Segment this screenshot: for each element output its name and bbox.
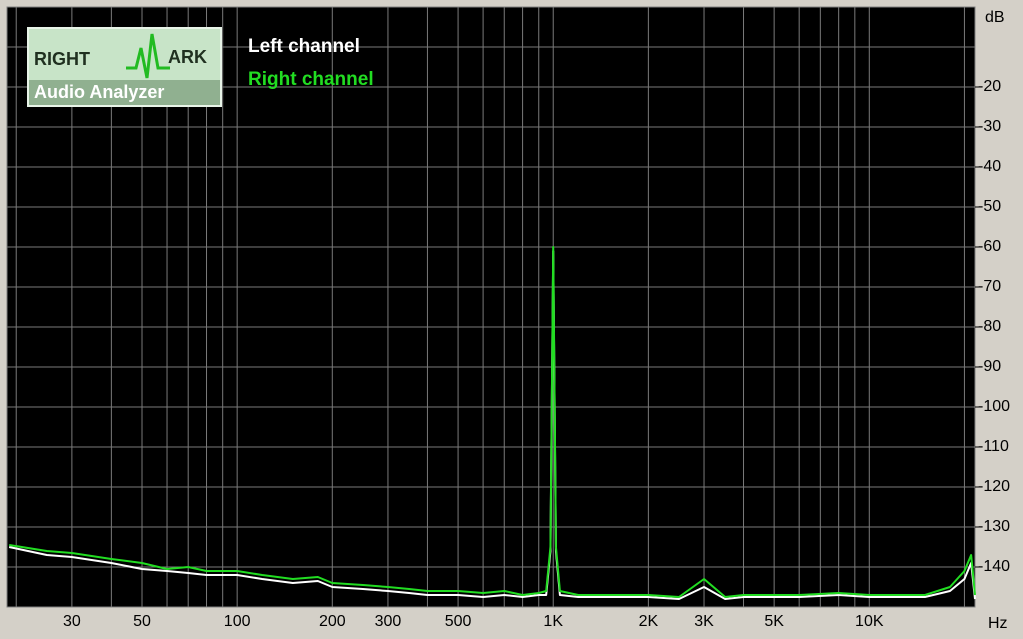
x-tick-label: 3K bbox=[694, 613, 714, 630]
logo-subtext: Audio Analyzer bbox=[34, 82, 164, 102]
y-tick-label: -20 bbox=[978, 78, 1001, 95]
x-tick-label: 10K bbox=[855, 613, 884, 630]
logo: RIGHT ARK Audio Analyzer bbox=[27, 27, 222, 107]
y-tick-label: -80 bbox=[978, 318, 1001, 335]
y-tick-label: -60 bbox=[978, 238, 1001, 255]
logo-text: ARK bbox=[168, 47, 207, 67]
x-tick-label: 100 bbox=[224, 613, 251, 630]
x-tick-label: 200 bbox=[319, 613, 346, 630]
x-tick-label: 1K bbox=[543, 613, 563, 630]
logo-wave bbox=[126, 33, 170, 79]
y-tick-label: -40 bbox=[978, 158, 1001, 175]
y-tick-label: -100 bbox=[978, 398, 1010, 415]
legend-entry: Right channel bbox=[248, 69, 374, 90]
x-tick-label: 50 bbox=[133, 613, 151, 630]
y-axis-label: dB bbox=[985, 9, 1005, 26]
x-axis-label: Hz bbox=[988, 615, 1008, 632]
y-tick-label: -90 bbox=[978, 358, 1001, 375]
logo-band bbox=[29, 80, 220, 105]
series-line bbox=[8, 250, 976, 600]
x-tick-label: 300 bbox=[375, 613, 402, 630]
logo-text: RIGHT bbox=[34, 49, 90, 69]
x-tick-label: 30 bbox=[63, 613, 81, 630]
y-tick-label: -30 bbox=[978, 118, 1001, 135]
y-tick-label: -70 bbox=[978, 278, 1001, 295]
x-tick-label: 500 bbox=[445, 613, 472, 630]
y-tick-label: -50 bbox=[978, 198, 1001, 215]
series-line bbox=[9, 246, 976, 598]
y-tick-label: -130 bbox=[978, 518, 1010, 535]
y-tick-label: -110 bbox=[978, 438, 1009, 455]
y-tick-label: -140 bbox=[978, 558, 1010, 575]
y-tick-label: -120 bbox=[978, 478, 1010, 495]
x-tick-label: 5K bbox=[764, 613, 784, 630]
legend-entry: Left channel bbox=[248, 36, 360, 57]
x-tick-label: 2K bbox=[639, 613, 659, 630]
